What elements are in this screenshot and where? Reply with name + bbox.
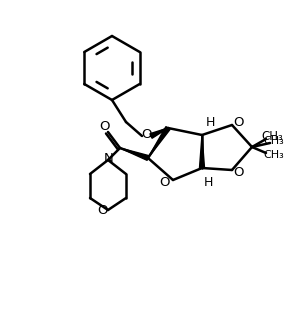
Text: O: O (99, 121, 109, 134)
Polygon shape (200, 135, 204, 168)
Text: CH₃: CH₃ (264, 150, 284, 160)
Text: O: O (160, 175, 170, 188)
Text: CH₃: CH₃ (261, 131, 283, 144)
Text: O: O (234, 166, 244, 179)
Polygon shape (148, 126, 170, 158)
Polygon shape (150, 128, 168, 138)
Text: O: O (142, 127, 152, 140)
Text: H: H (205, 117, 215, 130)
Text: O: O (97, 205, 107, 218)
Text: CH₃: CH₃ (264, 136, 284, 146)
Text: O: O (234, 116, 244, 129)
Text: N: N (104, 153, 114, 166)
Text: H: H (203, 175, 213, 188)
Polygon shape (120, 148, 149, 160)
